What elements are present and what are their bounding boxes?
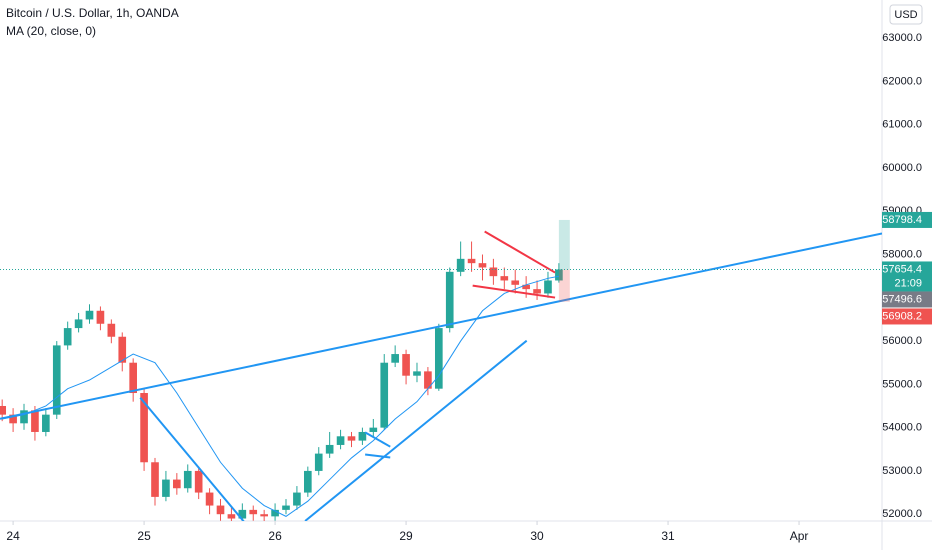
candle-body: [9, 414, 17, 424]
last-price-tag-bg: [882, 261, 932, 292]
trendline: [364, 431, 391, 448]
candle-body: [478, 263, 487, 268]
candle-body: [500, 276, 509, 281]
y-tick-label: 63000.0: [882, 32, 922, 44]
candle-body: [402, 354, 410, 376]
candle-body: [467, 258, 476, 264]
candle-body: [227, 514, 236, 519]
moving-average: [2, 275, 559, 517]
candle-body: [0, 405, 7, 415]
y-tick-label: 60000.0: [882, 162, 922, 174]
ma-tag-bg: [882, 291, 932, 308]
x-tick-label: 29: [399, 529, 413, 543]
countdown: 21:09: [894, 277, 922, 289]
candle-body: [74, 319, 83, 329]
y-tick-label: 55000.0: [882, 378, 922, 390]
currency-label: USD: [894, 9, 917, 21]
candle-body: [173, 479, 181, 489]
candle-body: [282, 505, 290, 510]
y-tick-label: 53000.0: [882, 465, 922, 477]
position-stop: [558, 269, 570, 302]
stop-tag-bg: [882, 308, 932, 325]
x-tick-label: 26: [268, 529, 282, 543]
last-price-tag: 57654.4: [882, 263, 922, 275]
target-tag-bg: [882, 211, 932, 228]
candle-body: [205, 492, 214, 506]
candle-body: [107, 323, 116, 337]
candle-body: [271, 509, 279, 517]
candle-body: [456, 258, 465, 272]
candle-body: [391, 354, 399, 363]
x-tick-label: 30: [530, 529, 544, 543]
candle-body: [238, 509, 247, 519]
candle-body: [347, 436, 356, 441]
candle-body: [151, 462, 159, 497]
x-tick-label: Apr: [790, 529, 809, 543]
candle-body: [424, 371, 432, 389]
target-tag: 58798.4: [882, 214, 922, 226]
candle-body: [183, 470, 192, 489]
candle-body: [162, 479, 170, 497]
candle-body: [129, 362, 137, 394]
y-tick-label: 61000.0: [882, 119, 922, 131]
y-tick-label: 58000.0: [882, 248, 922, 260]
candle-body: [445, 271, 454, 329]
candle-body: [260, 514, 268, 517]
candle-body: [304, 470, 312, 493]
currency-box[interactable]: [889, 4, 923, 25]
x-tick-label: 25: [137, 529, 151, 543]
candle-body: [325, 444, 334, 454]
candle-body: [434, 328, 443, 389]
candle-body: [314, 453, 323, 471]
trendline: [365, 453, 391, 459]
chart-title: Bitcoin / U.S. Dollar, 1h, OANDA: [6, 6, 179, 20]
candle-body: [216, 505, 225, 515]
y-tick-label: 52000.0: [882, 508, 922, 520]
y-tick-label: 62000.0: [882, 75, 922, 87]
candle-body: [118, 336, 127, 363]
x-tick-label: 24: [6, 529, 20, 543]
trendline: [304, 339, 528, 521]
candle-body: [511, 280, 520, 285]
y-tick-label: 54000.0: [882, 422, 922, 434]
candle-body: [380, 362, 389, 428]
candle-body: [194, 470, 203, 493]
candle-body: [544, 280, 552, 294]
position-target: [558, 219, 570, 270]
candle-body: [52, 345, 61, 415]
candle-body: [413, 371, 421, 376]
candle-body: [369, 427, 378, 432]
candle-body: [533, 289, 541, 294]
candle-body: [358, 431, 367, 441]
trendline: [0, 232, 882, 420]
candle-body: [42, 414, 50, 432]
trendline: [484, 230, 556, 274]
candle-body: [249, 509, 258, 515]
candle-body: [336, 436, 345, 445]
candle-body: [522, 284, 530, 290]
candle-body: [20, 410, 28, 424]
y-tick-label: 56000.0: [882, 335, 922, 347]
candle-body: [555, 269, 563, 281]
trendline: [472, 284, 556, 299]
ma-tag: 57496.6: [882, 293, 922, 305]
candle-body: [31, 410, 39, 432]
candle-body: [489, 267, 498, 277]
x-tick-label: 31: [661, 529, 675, 543]
stop-tag: 56908.2: [882, 310, 922, 322]
candle-body: [85, 310, 94, 320]
plot-area: [0, 219, 882, 521]
candle-body: [140, 393, 148, 463]
candle-body: [96, 310, 105, 324]
indicator-label: MA (20, close, 0): [6, 24, 96, 38]
candle-body: [293, 492, 301, 506]
candle-body: [63, 328, 72, 346]
trendline: [139, 397, 245, 521]
